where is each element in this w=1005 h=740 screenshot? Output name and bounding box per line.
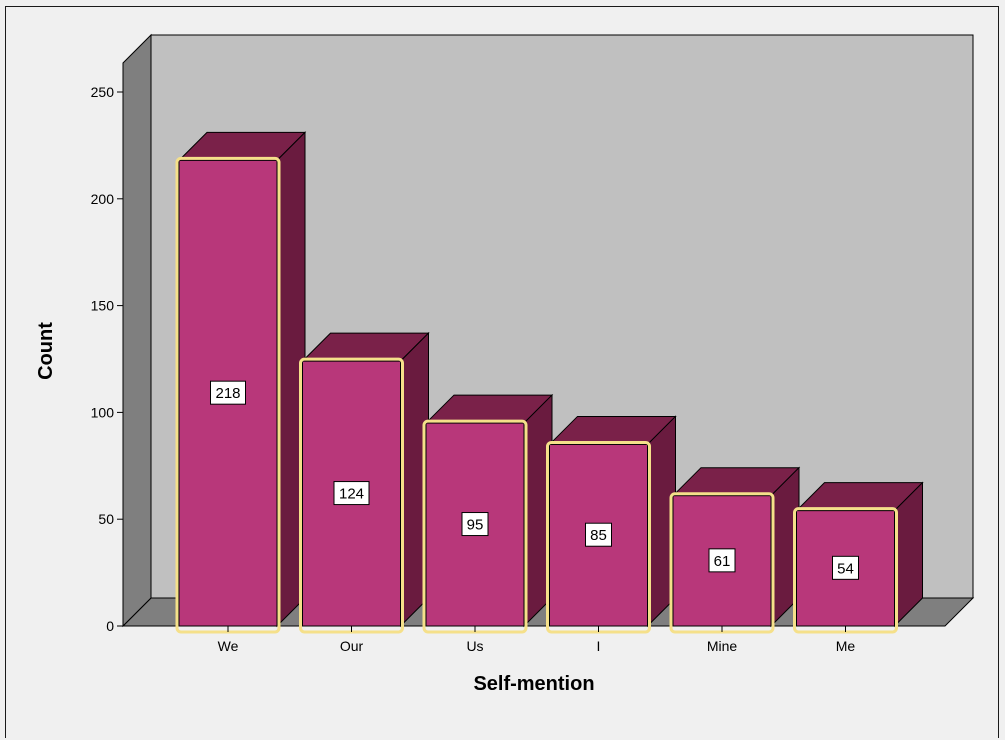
x-tick-label: I: [597, 638, 601, 654]
y-tick-label: 150: [91, 298, 115, 314]
bar-mine: 61: [669, 466, 801, 634]
y-tick-label: 100: [91, 404, 115, 420]
x-tick-label: Me: [836, 638, 856, 654]
data-label-box: [210, 380, 246, 405]
chart-side-wall: [122, 33, 152, 628]
bar-i: 85: [546, 415, 677, 634]
data-label: 218: [215, 385, 240, 402]
bar-us: 95: [422, 393, 554, 634]
data-label: 124: [339, 486, 364, 503]
data-label-box: [832, 555, 859, 580]
data-label: 54: [837, 560, 854, 577]
x-tick-label: We: [218, 638, 239, 654]
bar-chart: 0 50 100 150 200 250 218 124 95 85 61 54 We Our Us I M…: [35, 33, 975, 695]
y-axis-title: Count: [35, 322, 57, 380]
x-axis-title: Self-mention: [473, 673, 594, 695]
x-tick-label: Us: [466, 638, 483, 654]
data-label: 61: [714, 553, 731, 570]
data-label-box: [585, 522, 612, 547]
x-axis: We Our Us I Mine Me: [218, 626, 856, 654]
data-label: 85: [590, 527, 607, 544]
x-tick-label: Mine: [707, 638, 738, 654]
bar-me: 54: [793, 481, 924, 634]
y-tick-label: 200: [91, 191, 115, 207]
y-tick-label: 0: [106, 618, 114, 634]
y-tick-label: 250: [91, 84, 115, 100]
data-label-box: [708, 548, 736, 573]
bar-our: 124: [299, 331, 430, 634]
y-tick-label: 50: [98, 511, 114, 527]
data-label-box: [461, 512, 489, 537]
x-tick-label: Our: [340, 638, 364, 654]
bar-we: 218: [175, 131, 307, 634]
chart-frame: 0 50 100 150 200 250 218 124 95 85 61 54 We Our Us I M…: [5, 6, 999, 738]
y-axis: 0 50 100 150 200 250: [91, 63, 124, 634]
data-label: 95: [467, 517, 484, 534]
data-label-box: [333, 481, 370, 506]
